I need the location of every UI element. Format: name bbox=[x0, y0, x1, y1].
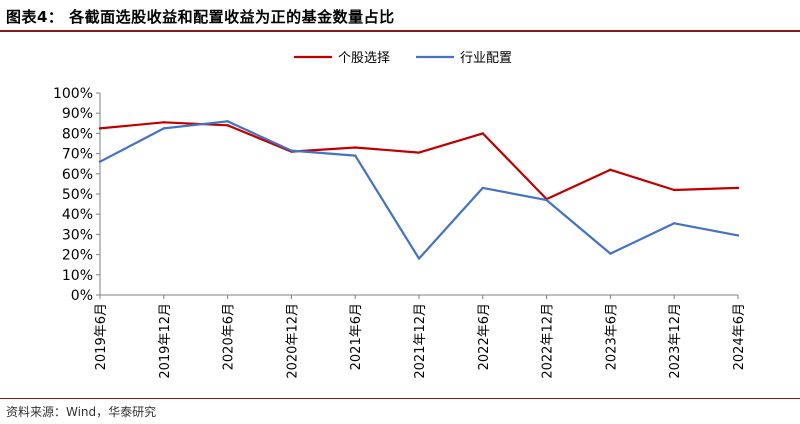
series-2-point bbox=[417, 257, 421, 260]
y-tick-label: 40% bbox=[62, 207, 93, 223]
y-tick-label: 30% bbox=[62, 227, 93, 243]
x-tick-label: 2021年6月 bbox=[349, 303, 364, 370]
series-1-point bbox=[162, 121, 165, 124]
series-1-point bbox=[226, 124, 229, 127]
chart-series bbox=[98, 120, 740, 260]
series-2-point bbox=[290, 149, 293, 152]
series-2-point bbox=[481, 186, 484, 190]
series-1-point bbox=[98, 127, 102, 130]
y-tick-label: 60% bbox=[62, 167, 93, 183]
y-tick-label: 50% bbox=[62, 187, 93, 203]
series-1-point bbox=[673, 188, 676, 192]
series-line-2 bbox=[98, 120, 740, 260]
x-tick-label: 2021年12月 bbox=[413, 303, 428, 379]
series-2-point bbox=[673, 222, 676, 225]
series-1-point bbox=[417, 151, 421, 154]
series-2-point bbox=[545, 198, 548, 202]
x-tick-label: 2022年6月 bbox=[477, 303, 492, 370]
series-1-point bbox=[354, 146, 357, 149]
x-tick-label: 2022年12月 bbox=[541, 303, 556, 379]
chart-svg: 个股选择 行业配置 0% 10% 20% 30% 40% 50% 60% 70% 80% 90% 10… bbox=[53, 51, 747, 379]
line-chart: 个股选择 行业配置 0% 10% 20% 30% 40% 50% 60% 70% 80% 90% 10… bbox=[0, 32, 800, 398]
x-tick-label: 2024年6月 bbox=[732, 303, 747, 370]
legend-label-1: 个股选择 bbox=[338, 51, 390, 66]
series-2-point bbox=[226, 120, 229, 123]
y-tick-label: 10% bbox=[62, 268, 93, 284]
x-tick-label: 2023年6月 bbox=[604, 303, 619, 370]
x-tick-label: 2020年6月 bbox=[222, 303, 237, 370]
series-2-point bbox=[354, 154, 357, 157]
y-tick-label: 90% bbox=[62, 106, 93, 122]
figure-header: 图表4： 各截面选股收益和配置收益为正的基金数量占比 bbox=[0, 0, 800, 32]
y-tick-label: 20% bbox=[62, 248, 93, 264]
series-2-point bbox=[609, 252, 612, 255]
x-tick-label: 2019年12月 bbox=[158, 303, 173, 379]
y-tick-label: 80% bbox=[62, 126, 93, 142]
chart-legend: 个股选择 行业配置 bbox=[294, 51, 512, 66]
series-1-point bbox=[481, 132, 484, 135]
series-1-point bbox=[736, 186, 740, 190]
series-2-point bbox=[736, 234, 740, 237]
source-note: 资料来源：Wind，华泰研究 bbox=[6, 405, 157, 419]
figure-title: 图表4： 各截面选股收益和配置收益为正的基金数量占比 bbox=[6, 8, 395, 26]
footer-rule bbox=[0, 398, 800, 399]
series-2-point bbox=[98, 160, 102, 163]
series-2-point bbox=[162, 127, 165, 130]
figure-footer: 资料来源：Wind，华泰研究 bbox=[0, 398, 800, 424]
y-tick-label: 100% bbox=[53, 86, 93, 102]
title-rule bbox=[0, 30, 800, 32]
series-line-1 bbox=[98, 121, 740, 201]
legend-label-2: 行业配置 bbox=[460, 51, 512, 66]
y-tick-label: 70% bbox=[62, 147, 93, 163]
series-1-point bbox=[609, 168, 612, 171]
x-tick-label: 2020年12月 bbox=[285, 303, 300, 379]
y-tick-label: 0% bbox=[71, 288, 93, 304]
x-tick-label: 2023年12月 bbox=[668, 303, 683, 379]
chart-axes: 0% 10% 20% 30% 40% 50% 60% 70% 80% 90% 100% 2019年6月… bbox=[53, 86, 747, 379]
x-tick-label: 2019年6月 bbox=[94, 303, 109, 370]
